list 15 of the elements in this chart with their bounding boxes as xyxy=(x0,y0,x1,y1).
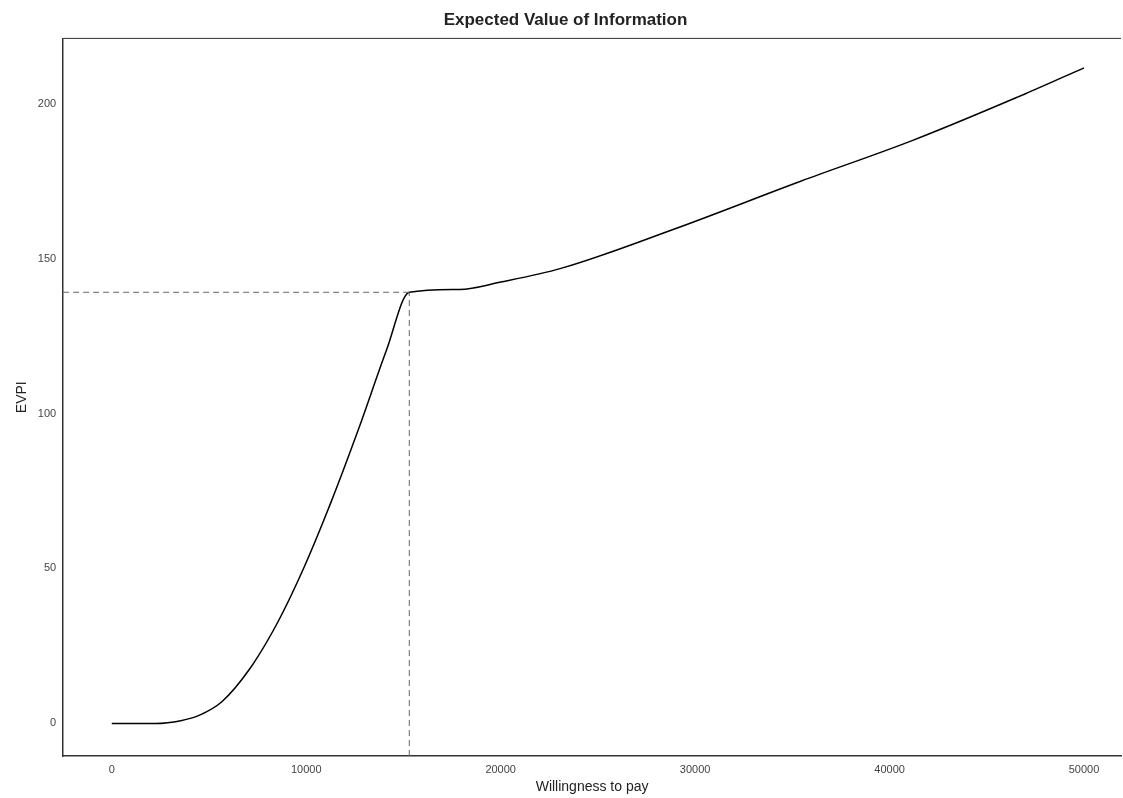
y-tick-label: 50 xyxy=(43,561,57,574)
y-tick-label: 100 xyxy=(37,406,57,419)
x-tick-label: 0 xyxy=(108,762,115,775)
chart-title: Expected Value of Information xyxy=(443,9,688,29)
x-tick-label: 40000 xyxy=(874,762,905,775)
y-tick-label: 200 xyxy=(37,96,57,109)
y-axis-title: EVPI xyxy=(13,381,30,414)
y-tick-label: 0 xyxy=(50,716,57,729)
y-tick-label: 150 xyxy=(37,251,57,264)
x-tick-label: 50000 xyxy=(1068,762,1100,775)
x-tick-label: 30000 xyxy=(679,762,711,775)
line-series xyxy=(111,67,1085,725)
x-axis-title: Willingness to pay xyxy=(535,778,649,795)
x-tick-label: 10000 xyxy=(290,762,322,775)
x-tick-label: 20000 xyxy=(485,762,516,775)
